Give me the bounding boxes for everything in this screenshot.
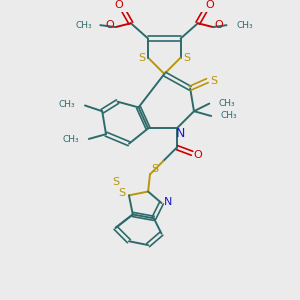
Text: S: S — [211, 76, 218, 85]
Text: S: S — [151, 164, 158, 174]
Text: O: O — [194, 150, 202, 160]
Text: CH₃: CH₃ — [59, 100, 75, 109]
Text: CH₃: CH₃ — [219, 99, 236, 108]
Text: O: O — [114, 0, 123, 10]
Text: O: O — [214, 20, 223, 30]
Text: CH₃: CH₃ — [75, 21, 92, 30]
Text: CH₃: CH₃ — [63, 135, 79, 144]
Text: O: O — [206, 0, 214, 10]
Text: N: N — [176, 127, 185, 140]
Text: S: S — [184, 53, 191, 63]
Text: S: S — [112, 177, 119, 187]
Text: O: O — [106, 20, 114, 30]
Text: CH₃: CH₃ — [236, 21, 253, 30]
Text: S: S — [119, 188, 126, 198]
Text: CH₃: CH₃ — [221, 112, 237, 121]
Text: N: N — [164, 197, 172, 207]
Text: S: S — [138, 53, 145, 63]
